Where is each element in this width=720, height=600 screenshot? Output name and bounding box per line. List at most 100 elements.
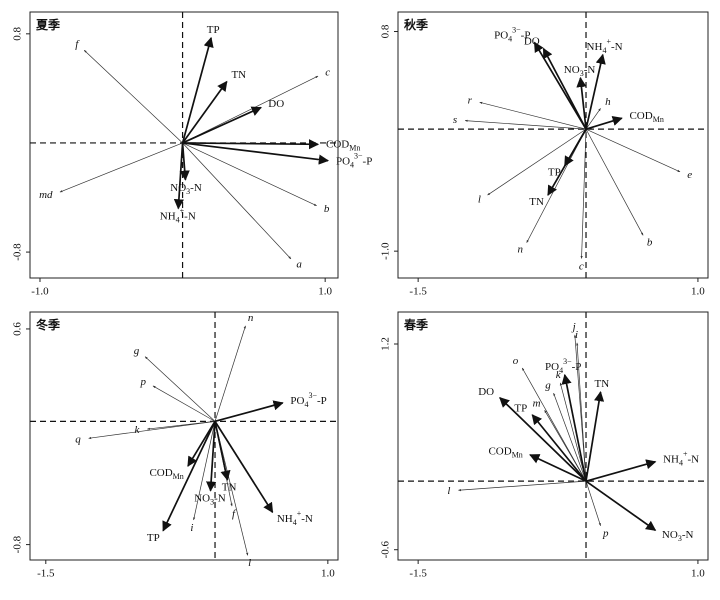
- label-sup: 3−: [354, 152, 363, 161]
- label-suffix: -P: [363, 155, 373, 167]
- vector-label: g: [545, 379, 551, 391]
- label-text: f: [75, 38, 80, 50]
- label-sub: 4: [508, 35, 512, 44]
- vector-label: NO3-N: [564, 63, 596, 78]
- species-vector: [544, 410, 587, 482]
- environment-vector: [214, 421, 231, 481]
- environment-vector: [529, 454, 587, 482]
- label-suffix: -N: [214, 492, 226, 504]
- vector-label: TN: [529, 195, 544, 207]
- vector-label: n: [517, 243, 523, 255]
- species-vector: [152, 385, 216, 422]
- panel-title: 秋季: [404, 17, 429, 32]
- label-text: r: [468, 94, 473, 106]
- y-tick-label: 1.2: [380, 337, 392, 351]
- vector-label: PO43−-P: [494, 26, 530, 44]
- y-tick-label: -0.8: [12, 243, 24, 261]
- vector-label: CODMn: [326, 138, 360, 153]
- label-text: NH: [277, 513, 293, 525]
- vector-label: PO43−-P: [545, 357, 581, 375]
- environment-vector: [179, 142, 190, 181]
- x-tick-label: -1.5: [409, 568, 427, 580]
- vector-label: f: [75, 38, 80, 50]
- label-suffix: -N: [301, 513, 313, 525]
- species-vector: [214, 325, 246, 422]
- species-vector: [559, 382, 587, 482]
- species-vector: [585, 128, 681, 173]
- vector-label: PO43−-P: [290, 391, 326, 409]
- label-suffix: -N: [184, 210, 196, 222]
- label-text: TP: [147, 531, 160, 543]
- vector-label: TP: [147, 531, 160, 543]
- vector-label: g: [134, 345, 140, 357]
- label-text: NO: [564, 63, 580, 75]
- species-vector: [479, 101, 587, 130]
- y-tick-label: 0.8: [380, 24, 392, 38]
- environment-vector: [182, 139, 320, 150]
- label-sub: 4: [559, 366, 563, 375]
- label-sub: Mn: [349, 144, 360, 153]
- vector-label: TN: [222, 481, 237, 493]
- label-text: md: [39, 189, 53, 201]
- y-tick-label: -0.6: [380, 541, 392, 559]
- vector-label: DO: [268, 98, 284, 110]
- label-text: g: [545, 379, 551, 391]
- vector-label: i: [190, 521, 193, 533]
- label-text: k: [556, 369, 562, 381]
- species-vector: [182, 142, 292, 260]
- panel-title: 冬季: [36, 317, 61, 332]
- y-tick-label: 0.6: [12, 322, 24, 336]
- label-sub: 4: [304, 400, 308, 409]
- vector-label: l: [248, 557, 251, 569]
- vector-label: c: [579, 260, 584, 272]
- vector-label: p: [602, 527, 609, 539]
- vector-label: k: [556, 369, 562, 381]
- label-sub: Mn: [653, 115, 664, 124]
- vector-label: j: [571, 320, 576, 332]
- label-sup: +: [180, 207, 185, 216]
- environment-vector: [214, 420, 274, 514]
- label-sub: 4: [602, 46, 606, 55]
- vector-label: o: [513, 355, 519, 367]
- label-sub: 4: [293, 518, 297, 527]
- environment-vector: [162, 421, 216, 532]
- panel: 春季-1.5 1.0-0.61.2jiokgmlpPO43−-PTNDOTPCOD…: [380, 311, 709, 580]
- label-sub: 3: [580, 69, 584, 78]
- label-text: PO: [290, 394, 304, 406]
- label-text: k: [134, 424, 140, 436]
- label-sub: 4: [350, 161, 354, 170]
- vector-label: m: [533, 397, 541, 409]
- species-vector: [83, 49, 183, 144]
- label-text: m: [533, 397, 541, 409]
- species-vector: [182, 142, 317, 207]
- label-suffix: -N: [688, 453, 700, 465]
- environment-vector: [585, 480, 657, 531]
- panel: 夏季-1.0 1.0-0.80.8fcmdbaTPTNDOCODMnPO43−-P…: [12, 11, 372, 298]
- vector-label: p: [140, 376, 147, 388]
- vector-label: NH4+-N: [587, 37, 623, 55]
- plot-frame: [397, 311, 709, 561]
- environment-vector: [181, 80, 228, 144]
- vector-label: NH4+-N: [277, 509, 313, 527]
- label-text: TP: [514, 402, 527, 414]
- vector-label: f: [232, 507, 237, 519]
- environment-vector: [182, 142, 330, 165]
- vector-label: DO: [524, 35, 540, 47]
- environment-vector: [187, 420, 216, 467]
- vector-label: b: [324, 203, 330, 215]
- environment-vector: [547, 128, 587, 196]
- label-text: l: [447, 484, 450, 496]
- plot-frame: [29, 311, 339, 561]
- vector-label: TP: [548, 166, 561, 178]
- label-text: NO: [194, 492, 210, 504]
- label-text: DO: [524, 35, 540, 47]
- panel: 秋季-1.5 1.0-1.00.8hrselncbPO43−-PDONO3-NNH…: [380, 11, 709, 298]
- species-vector: [585, 108, 601, 130]
- label-text: n: [517, 243, 523, 255]
- label-text: b: [324, 203, 330, 215]
- label-text: COD: [326, 138, 349, 150]
- label-text: n: [248, 312, 254, 324]
- vector-label: l: [447, 484, 450, 496]
- vector-label: PO43−-P: [336, 152, 372, 170]
- label-suffix: -P: [317, 394, 327, 406]
